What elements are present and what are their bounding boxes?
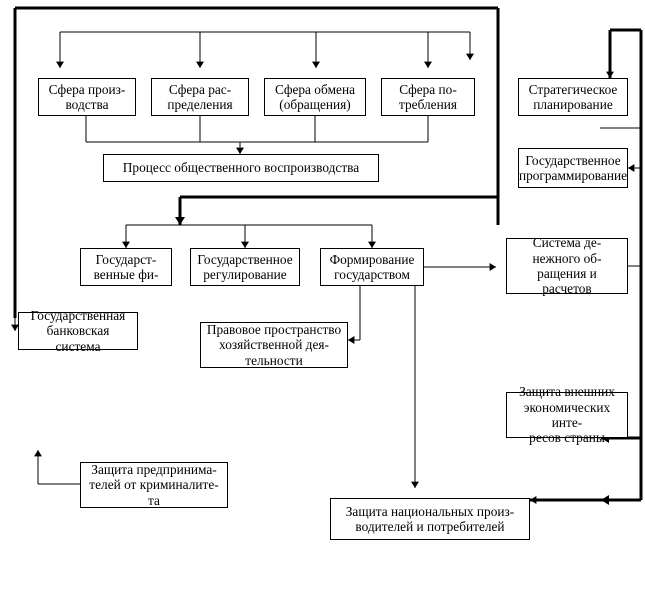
node-n_zashnat: Защита национальных произ- водителей и п… [330,498,530,540]
node-label: Государственное регулирование [197,252,292,283]
node-n_obmen: Сфера обмена (обращения) [264,78,366,116]
node-label: Стратегическое планирование [529,82,618,113]
node-label: Сфера рас- пределения [167,82,232,113]
node-n_strat: Стратегическое планирование [518,78,628,116]
node-label: Процесс общественного воспроизводства [123,160,359,175]
node-label: Государственное программирование [519,153,627,184]
node-label: Формирование государством [330,252,415,283]
node-n_raspr: Сфера рас- пределения [151,78,249,116]
node-n_zashvn: Защита внешних экономических инте- ресов… [506,392,628,438]
node-label: Правовое пространство хозяйственной дея-… [207,322,341,368]
node-n_zashpred: Защита предпринима- телей от криминалите… [80,462,228,508]
node-label: Сфера произ- водства [49,82,126,113]
node-n_proc: Процесс общественного воспроизводства [103,154,379,182]
node-n_pravo: Правовое пространство хозяйственной дея-… [200,322,348,368]
node-n_sistema: Система де- нежного об- ращения и расчет… [506,238,628,294]
node-label: Сфера по- требления [399,82,457,113]
node-n_potr: Сфера по- требления [381,78,475,116]
node-label: Защита национальных произ- водителей и п… [346,504,514,535]
node-label: Система де- нежного об- ращения и расчет… [532,235,601,296]
node-n_prod: Сфера произ- водства [38,78,136,116]
node-n_gosfi: Государст- венные фи- [80,248,172,286]
flowchart-canvas: Сфера произ- водства Сфера рас- пределени… [0,0,645,592]
node-n_gosprog: Государственное программирование [518,148,628,188]
node-n_bank: Государственная банковская система [18,312,138,350]
node-label: Государст- венные фи- [94,252,159,283]
node-label: Защита внешних экономических инте- ресов… [511,384,623,445]
node-label: Защита предпринима- телей от криминалите… [89,462,218,508]
node-n_gosreg: Государственное регулирование [190,248,300,286]
node-label: Сфера обмена (обращения) [275,82,355,113]
node-n_form: Формирование государством [320,248,424,286]
node-label: Государственная банковская система [23,308,133,354]
